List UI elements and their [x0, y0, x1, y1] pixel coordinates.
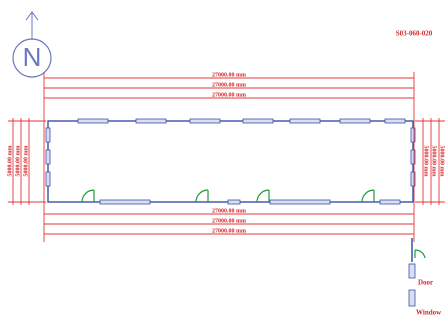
- dimension-label: 5000.00 mm: [7, 146, 13, 177]
- window: [410, 149, 416, 165]
- dimension-label: 27000.00 mm: [212, 208, 246, 214]
- window: [269, 199, 331, 205]
- dimension-label: 5000.00 mm: [431, 146, 437, 177]
- door: [361, 189, 375, 203]
- window: [189, 118, 221, 124]
- dimension-label: 27000.00 mm: [212, 72, 246, 78]
- window: [242, 118, 274, 124]
- dimension-label: 27000.00 mm: [212, 218, 246, 224]
- dimension-label: 27000.00 mm: [212, 92, 246, 98]
- dimension-label: 5000.00 mm: [423, 146, 429, 177]
- window: [379, 199, 401, 205]
- window: [410, 171, 416, 187]
- legend-door: Door: [418, 279, 433, 287]
- north-arrow: N: [12, 11, 52, 78]
- window: [227, 199, 241, 205]
- legend: Door Window: [408, 238, 442, 317]
- window: [384, 118, 406, 124]
- window: [135, 118, 167, 124]
- building: [45, 118, 416, 205]
- door: [195, 189, 209, 203]
- window: [339, 118, 371, 124]
- dimensions: 27000.00 mm 27000.00 mm 27000.00 mm 27000.0…: [7, 72, 445, 242]
- window: [45, 127, 51, 143]
- window: [289, 118, 321, 124]
- dimension-label: 27000.00 mm: [212, 228, 246, 234]
- door: [256, 189, 270, 203]
- drawing-code: S03-060-020: [396, 30, 433, 38]
- dimension-label: 5000.00 mm: [23, 146, 29, 177]
- window: [99, 199, 151, 205]
- north-label: N: [23, 42, 42, 72]
- legend-window: Window: [416, 309, 442, 317]
- dimension-label: 5000.00 mm: [15, 146, 21, 177]
- window: [45, 149, 51, 165]
- dimension-label: 5000.00 mm: [439, 146, 445, 177]
- window: [45, 171, 51, 187]
- dimension-label: 27000.00 mm: [212, 82, 246, 88]
- door: [81, 189, 95, 203]
- window: [77, 118, 109, 124]
- window: [410, 127, 416, 143]
